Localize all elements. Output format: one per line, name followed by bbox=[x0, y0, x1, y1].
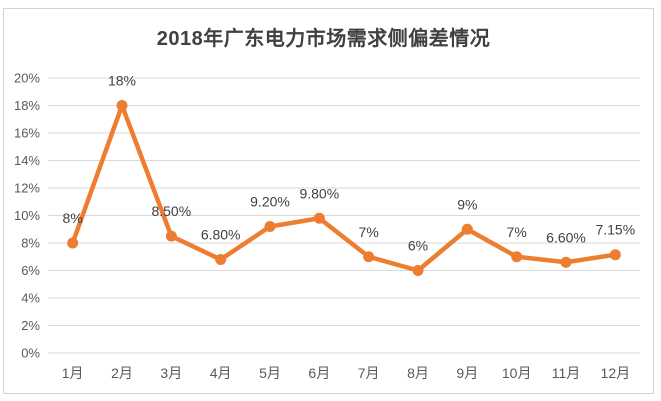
y-axis-tick-label: 8% bbox=[21, 236, 40, 251]
data-point-label: 8.50% bbox=[151, 203, 191, 219]
y-axis-tick-label: 0% bbox=[21, 346, 40, 361]
x-axis-tick-label: 3月 bbox=[160, 365, 182, 381]
data-series-line bbox=[70, 98, 616, 273]
data-point-label: 7.15% bbox=[595, 222, 635, 238]
data-point-label: 18% bbox=[108, 73, 136, 89]
x-axis-tick-label: 5月 bbox=[259, 365, 281, 381]
data-point-label: 9.80% bbox=[299, 185, 339, 201]
y-axis-tick-label: 2% bbox=[21, 318, 40, 333]
x-axis-tick-label: 2月 bbox=[111, 365, 133, 381]
data-point-label: 6.80% bbox=[201, 227, 241, 243]
data-point bbox=[215, 254, 227, 265]
x-axis-tick-label: 10月 bbox=[502, 365, 532, 381]
y-axis-tick-label: 10% bbox=[14, 208, 40, 223]
data-point bbox=[363, 251, 375, 263]
x-axis-tick-label: 6月 bbox=[308, 365, 330, 381]
data-point bbox=[461, 223, 473, 235]
x-axis-tick-label: 1月 bbox=[62, 365, 84, 381]
y-axis-tick-label: 12% bbox=[14, 181, 40, 196]
y-axis-tick-label: 6% bbox=[21, 263, 40, 278]
data-point bbox=[264, 221, 276, 232]
data-point-label: 7% bbox=[359, 224, 379, 240]
data-point bbox=[560, 256, 572, 268]
data-point-label: 7% bbox=[507, 224, 527, 240]
y-axis-tick-label: 14% bbox=[14, 153, 40, 168]
data-point bbox=[67, 237, 79, 249]
chart-title: 2018年广东电力市场需求侧偏差情况 bbox=[156, 28, 491, 50]
y-axis-tick-label: 20% bbox=[14, 71, 40, 86]
data-point-label: 6% bbox=[408, 238, 428, 254]
y-axis-tick-label: 16% bbox=[14, 126, 40, 141]
data-point-label: 8% bbox=[63, 210, 83, 226]
data-point bbox=[412, 265, 424, 276]
y-axis-tick-label: 4% bbox=[21, 291, 40, 306]
data-point bbox=[165, 230, 177, 242]
data-point-label: 6.60% bbox=[546, 229, 586, 245]
x-axis-tick-label: 7月 bbox=[358, 365, 380, 381]
data-point-label: 9.20% bbox=[250, 194, 290, 210]
data-point bbox=[116, 100, 128, 111]
data-point bbox=[313, 212, 325, 224]
data-point bbox=[511, 251, 523, 263]
y-axis-tick-label: 18% bbox=[14, 98, 40, 113]
x-axis-tick-label: 4月 bbox=[210, 365, 232, 381]
data-point-label: 9% bbox=[457, 196, 477, 212]
x-axis-tick-label: 12月 bbox=[601, 365, 631, 381]
data-point bbox=[609, 249, 621, 261]
x-axis-tick-label: 8月 bbox=[407, 365, 429, 381]
x-axis-tick-label: 11月 bbox=[552, 365, 581, 381]
x-axis-tick-label: 9月 bbox=[456, 365, 478, 381]
